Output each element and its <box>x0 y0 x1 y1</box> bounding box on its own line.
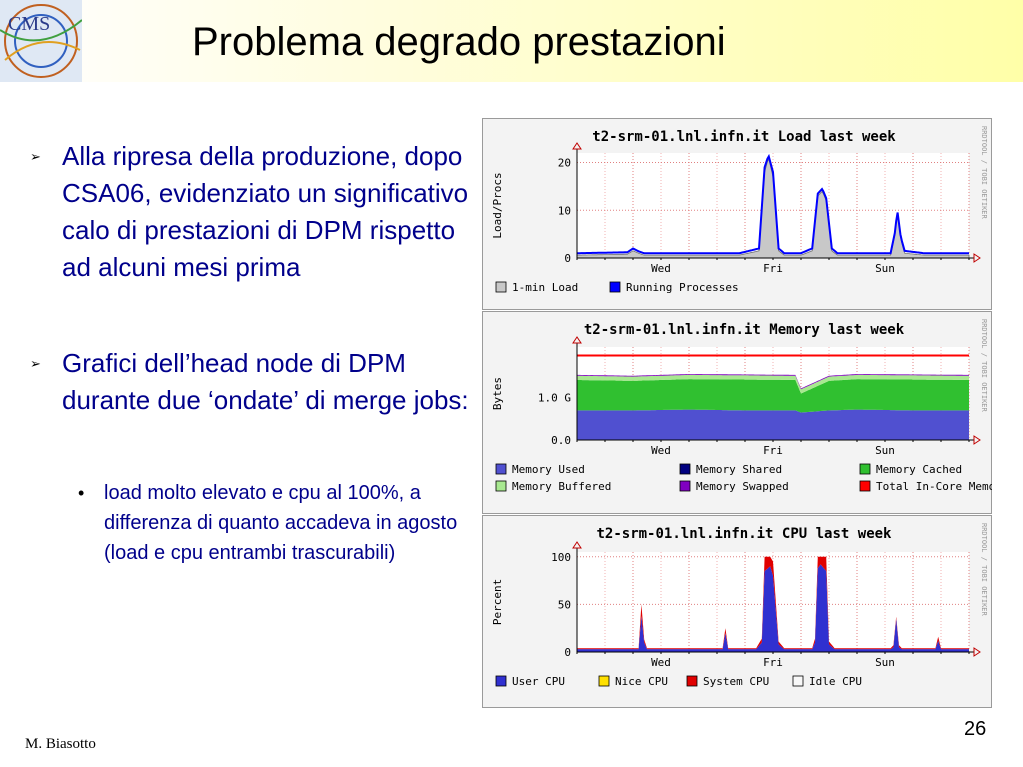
x-tick-label: Fri <box>763 444 783 457</box>
y-tick-label: 0 <box>564 646 571 659</box>
sub-bullet-marker: • <box>78 483 85 503</box>
x-axis-arrow <box>973 253 981 263</box>
chart-panel-2: t2-srm-01.lnl.infn.it CPU last week RRDTO… <box>482 515 992 708</box>
author: M. Biasotto <box>25 736 96 752</box>
series-2-area <box>577 556 969 650</box>
bullet-marker: ➢ <box>30 149 41 164</box>
bullet-marker: ➢ <box>30 356 41 371</box>
y-tick-label: 1.0 G <box>538 392 571 405</box>
chart-title: t2-srm-01.lnl.infn.it CPU last week <box>596 526 892 542</box>
legend-swatch <box>609 281 621 293</box>
y-axis-label: Load/Procs <box>491 172 504 238</box>
chart-watermark: RRDTOOL / TOBI OETIKER <box>980 126 988 220</box>
legend-label: Nice CPU <box>615 675 668 688</box>
series-0-area <box>577 409 969 440</box>
chart-panel-1: t2-srm-01.lnl.infn.it Memory last week RR… <box>482 311 992 514</box>
series-4-area <box>577 374 969 390</box>
legend-label: Idle CPU <box>809 675 862 688</box>
x-tick-label: Sun <box>875 656 895 669</box>
x-tick-label: Sun <box>875 444 895 457</box>
legend-swatch <box>598 675 610 687</box>
chart-watermark: RRDTOOL / TOBI OETIKER <box>980 523 988 617</box>
x-tick-label: Sun <box>875 262 895 275</box>
legend-swatch <box>859 480 871 492</box>
bullet-text: Alla ripresa della produzione, dopo CSA0… <box>62 141 469 282</box>
legend-swatch <box>679 480 691 492</box>
x-axis-arrow <box>973 435 981 445</box>
legend-swatch <box>792 675 804 687</box>
series-2-area <box>577 379 969 413</box>
y-tick-label: 100 <box>551 551 571 564</box>
title-bar: CMS Problema degrado prestazioni <box>0 0 1023 82</box>
y-tick-label: 50 <box>558 598 571 611</box>
y-axis-label: Percent <box>491 579 504 625</box>
slide-title: Problema degrado prestazioni <box>192 20 726 64</box>
chart-title: t2-srm-01.lnl.infn.it Load last week <box>592 129 896 145</box>
legend-label: Memory Swapped <box>696 480 789 493</box>
series-0-area <box>577 564 969 652</box>
series-1-line <box>577 153 969 255</box>
rrd-graphs: t2-srm-01.lnl.infn.it Load last week RRDT… <box>482 118 992 708</box>
y-tick-label: 0.0 <box>551 434 571 447</box>
y-tick-label: 20 <box>558 157 571 170</box>
legend-label: Memory Used <box>512 463 585 476</box>
cms-logo: CMS <box>0 0 82 82</box>
legend-swatch <box>495 675 507 687</box>
y-axis-arrow <box>572 541 582 549</box>
legend-swatch <box>495 281 507 293</box>
y-axis-arrow <box>572 142 582 150</box>
x-tick-label: Wed <box>651 444 671 457</box>
x-tick-label: Wed <box>651 262 671 275</box>
y-axis-arrow <box>572 336 582 344</box>
legend-label: Running Processes <box>626 281 739 294</box>
chart-panel-0: t2-srm-01.lnl.infn.it Load last week RRDT… <box>482 118 992 310</box>
legend-label: Memory Cached <box>876 463 962 476</box>
x-tick-label: Fri <box>763 262 783 275</box>
legend-swatch <box>686 675 698 687</box>
y-axis-label: Bytes <box>491 377 504 410</box>
x-axis-arrow <box>973 647 981 657</box>
logo-text: CMS <box>8 13 50 35</box>
x-tick-label: Wed <box>651 656 671 669</box>
legend-swatch <box>679 463 691 475</box>
legend-swatch <box>495 463 507 475</box>
page-number: 26 <box>964 718 987 740</box>
chart-watermark: RRDTOOL / TOBI OETIKER <box>980 319 988 413</box>
y-tick-label: 0 <box>564 252 571 265</box>
legend-swatch <box>859 463 871 475</box>
legend-label: User CPU <box>512 675 565 688</box>
legend-label: Memory Shared <box>696 463 782 476</box>
series-3-area <box>577 374 969 394</box>
y-tick-label: 10 <box>558 204 571 217</box>
legend-label: Memory Buffered <box>512 480 611 493</box>
legend-label: Total In-Core Memory <box>876 480 992 493</box>
legend-label: System CPU <box>703 675 769 688</box>
legend-label: 1-min Load <box>512 281 578 294</box>
sub-bullet-text: load molto elevato e cpu al 100%, a diff… <box>104 482 458 564</box>
x-tick-label: Fri <box>763 656 783 669</box>
legend-swatch <box>495 480 507 492</box>
chart-title: t2-srm-01.lnl.infn.it Memory last week <box>584 322 905 338</box>
bullet-text: Grafici dell’head node di DPM durante du… <box>62 348 469 415</box>
